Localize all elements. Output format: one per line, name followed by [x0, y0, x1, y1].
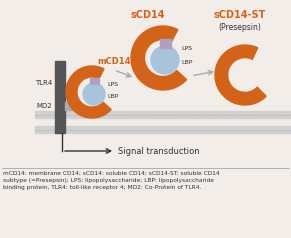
Wedge shape	[131, 26, 187, 90]
Bar	[35, 126, 291, 133]
Text: LPS: LPS	[181, 45, 192, 50]
Text: sCD14: sCD14	[131, 10, 165, 20]
Bar	[35, 111, 291, 118]
Text: TLR4: TLR4	[35, 80, 52, 86]
Text: (Presepsin): (Presepsin)	[219, 23, 261, 31]
Bar	[90, 78, 98, 84]
Bar	[65, 102, 75, 110]
Text: mCD14: membrane CD14; sCD14: soluble CD14; sCD14-ST: soluble CD14
subtype (=Pres: mCD14: membrane CD14; sCD14: soluble CD1…	[3, 171, 220, 190]
Text: LBP: LBP	[181, 60, 192, 64]
Circle shape	[151, 46, 179, 74]
Text: LBP: LBP	[107, 94, 118, 99]
Bar	[55, 61, 65, 133]
Text: MD2: MD2	[36, 103, 52, 109]
Circle shape	[83, 83, 105, 105]
Bar	[159, 40, 171, 48]
Text: LPS: LPS	[107, 83, 118, 88]
Text: mCD14: mCD14	[97, 58, 130, 66]
Wedge shape	[66, 66, 111, 118]
Wedge shape	[215, 45, 266, 105]
Text: Signal transduction: Signal transduction	[118, 147, 200, 155]
Text: sCD14-ST: sCD14-ST	[214, 10, 266, 20]
